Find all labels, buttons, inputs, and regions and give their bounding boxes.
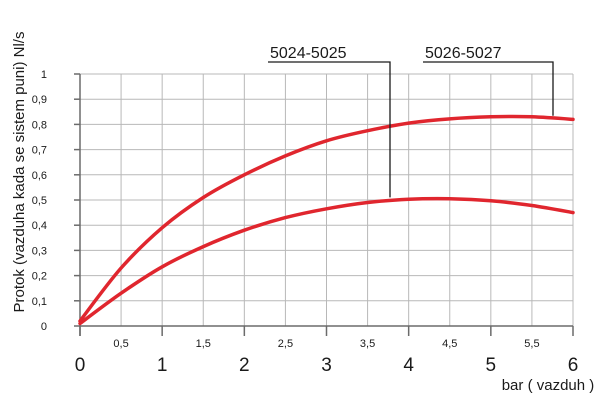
x-minor-tick-label: 1,5 (196, 338, 211, 350)
x-minor-tick-label: 5,5 (524, 338, 539, 350)
y-tick-label: 0,3 (32, 245, 47, 257)
series-lines (78, 114, 575, 326)
series-line-5026-5027 (78, 114, 575, 323)
leader-line-5024-5025 (268, 61, 391, 198)
y-tick-labels: 0 0,1 0,2 0,3 0,4 0,5 0,6 0,7 0,8 0,9 1 (32, 69, 47, 333)
series-line-5024-5025 (78, 196, 575, 326)
y-tick-label: 0,7 (32, 145, 47, 157)
y-tick-label: 0,2 (32, 271, 47, 283)
x-minor-tick-label: 0,5 (113, 338, 128, 350)
x-major-tick-label: 0 (75, 355, 86, 376)
y-tick-label: 0,9 (32, 94, 47, 106)
x-major-tick-label: 4 (403, 355, 414, 376)
y-tick-label: 1 (41, 69, 47, 81)
y-tick-label: 0,1 (32, 296, 47, 308)
x-minor-tick-label: 2,5 (278, 338, 293, 350)
series-label-5026-5027: 5026-5027 (425, 45, 502, 62)
y-axis-label: Protok (vazduha kada se sistem puni) Nl/… (11, 32, 28, 313)
x-major-tick-label: 2 (239, 355, 250, 376)
x-minor-tick-label: 4,5 (442, 338, 457, 350)
y-tick-label: 0,4 (32, 220, 47, 232)
y-tick-label: 0 (41, 321, 47, 333)
y-tick-label: 0,8 (32, 119, 47, 131)
x-tick-labels: 0 1 2 3 4 5 6 0,5 1,5 2,5 3,5 4,5 5,5 (75, 338, 579, 376)
series-label-5024-5025: 5024-5025 (270, 45, 347, 62)
y-tick-label: 0,5 (32, 195, 47, 207)
x-axis-label: bar ( vazduh ) (502, 377, 595, 394)
y-tick-label: 0,6 (32, 170, 47, 182)
x-major-tick-label: 5 (486, 355, 497, 376)
x-major-tick-label: 6 (568, 355, 579, 376)
axes (74, 73, 574, 336)
series-labels: 5026-5027 5024-5025 (268, 45, 554, 198)
x-major-tick-label: 3 (321, 355, 332, 376)
x-minor-tick-label: 3,5 (360, 338, 375, 350)
x-major-tick-label: 1 (157, 355, 168, 376)
leader-line-5026-5027 (423, 61, 554, 116)
